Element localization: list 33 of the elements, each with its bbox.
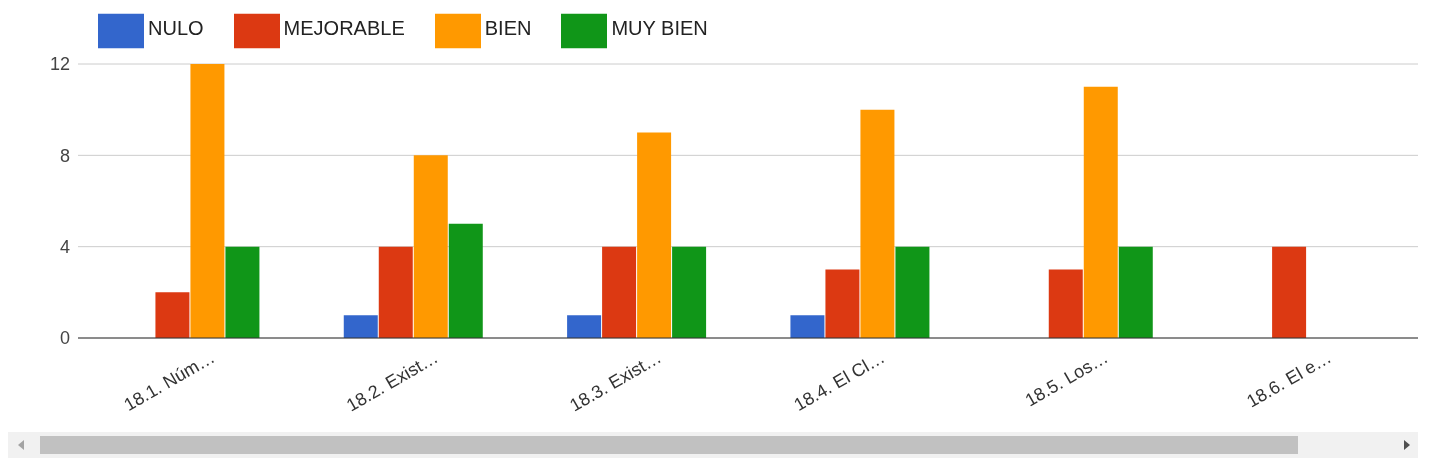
x-tick-label: 18.4. El Cl…: [790, 347, 889, 416]
bar: [343, 315, 378, 338]
bar: [225, 246, 260, 338]
bar: [825, 269, 860, 338]
x-tick-label: 18.2. Exist…: [343, 347, 442, 416]
bar: [155, 292, 190, 338]
bar: [637, 132, 672, 338]
x-tick-label: 18.3. Exist…: [566, 347, 665, 416]
legend-label: MEJORABLE: [283, 17, 405, 40]
y-tick-label: 4: [59, 237, 70, 258]
bar: [448, 223, 483, 338]
bar: [790, 315, 825, 338]
bar: [567, 315, 602, 338]
legend-label: BIEN: [484, 17, 532, 40]
bar: [672, 246, 707, 338]
y-tick-label: 8: [59, 145, 70, 166]
bar: [895, 246, 930, 338]
x-tick-label: 18.5. Los…: [1021, 347, 1112, 411]
x-tick-label: 18.6. El e…: [1243, 347, 1335, 412]
x-tick-label: 18.1. Núm…: [120, 347, 219, 416]
bar: [190, 64, 225, 338]
legend-label: NULO: [148, 17, 204, 40]
y-tick-label: 12: [49, 54, 70, 75]
y-tick-label: 0: [59, 328, 70, 349]
bar: [413, 155, 448, 338]
legend-label: MUY BIEN: [611, 17, 708, 40]
bar: [1083, 86, 1118, 338]
bar: [602, 246, 637, 338]
bar: [860, 109, 895, 338]
bar: [1272, 246, 1307, 338]
bar: [378, 246, 413, 338]
bar: [1048, 269, 1083, 338]
bar: [1118, 246, 1153, 338]
